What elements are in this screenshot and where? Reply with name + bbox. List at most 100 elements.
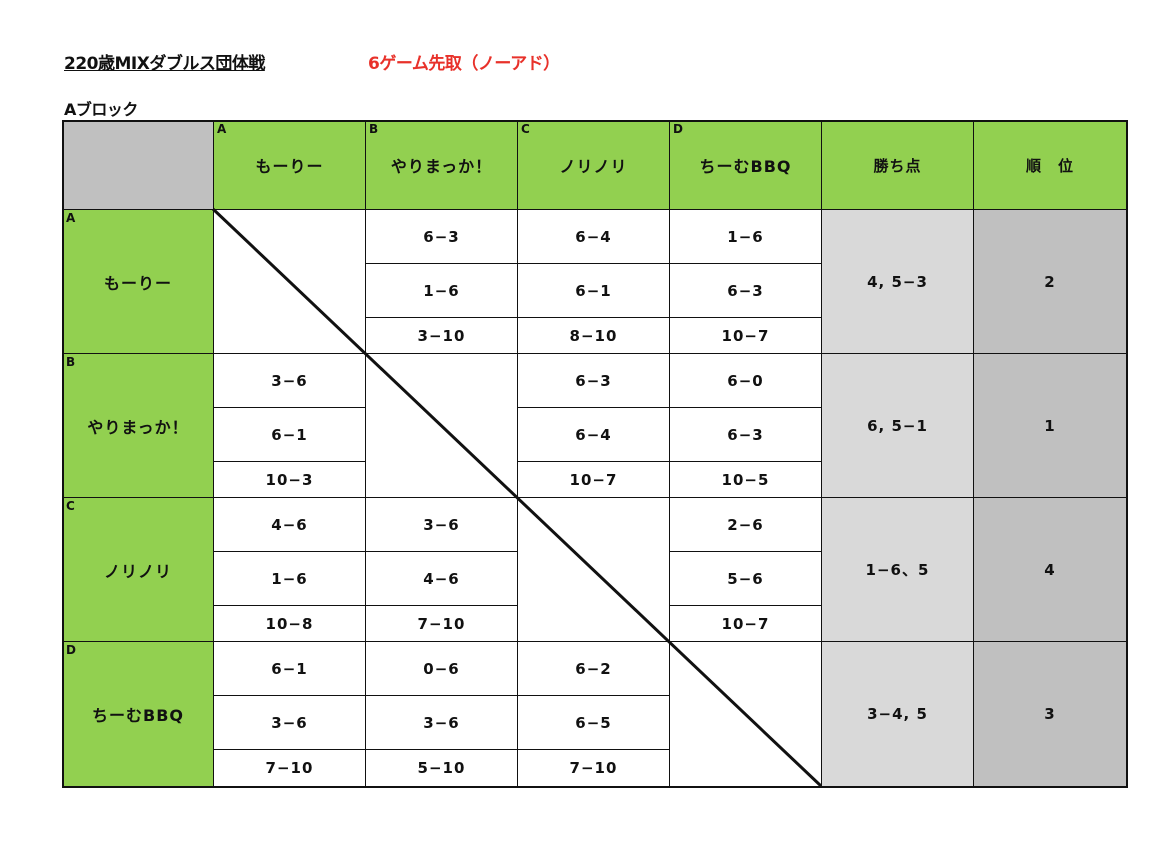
score-cell-text: 6−1 (575, 281, 612, 300)
score-cell: 3−6 (365, 695, 518, 750)
score-cell-text: 1−6 (423, 281, 460, 300)
score-cell-text: 10−3 (265, 470, 314, 489)
score-cell-text: 0−6 (423, 659, 460, 678)
score-cell: 1−6 (213, 551, 366, 606)
column-header-points: 勝ち点 (821, 120, 974, 210)
score-cell: 5−6 (669, 551, 822, 606)
row-header-team-text: ちーむBBQ (92, 706, 184, 725)
score-cell-text: 6−3 (575, 371, 612, 390)
score-cell-text: 2−6 (727, 515, 764, 534)
row-header-team: ノリノリ C (62, 497, 214, 642)
score-cell-text: 1−6 (271, 569, 308, 588)
team-letter: D (66, 643, 77, 657)
row-header-team-text: もーりー (103, 273, 172, 293)
score-cell: 10−7 (669, 317, 822, 354)
column-header-team-text: やりまっか！ (390, 157, 493, 176)
score-cell-text: 10−7 (569, 470, 618, 489)
score-cell-text: 3−6 (271, 713, 308, 732)
score-cell-text: 10−7 (721, 614, 770, 633)
score-cell: 7−10 (213, 749, 366, 787)
score-cell-text: 4−6 (423, 569, 460, 588)
score-cell-text: 8−10 (569, 326, 618, 345)
team-letter: A (217, 122, 228, 136)
points-cell: 6, 5−1 (821, 353, 974, 498)
score-cell-text: 6−0 (727, 371, 764, 390)
score-cell: 10−3 (213, 461, 366, 498)
score-cell: 7−10 (365, 605, 518, 642)
team-letter: B (369, 122, 380, 136)
team-letter: C (66, 499, 76, 513)
score-cell-text: 5−10 (417, 759, 466, 777)
rank-cell: 1 (973, 353, 1127, 498)
points-cell-text: 6, 5−1 (867, 416, 928, 435)
block-label: Aブロック (64, 100, 138, 119)
corner-cell (62, 120, 214, 210)
score-cell: 6−5 (517, 695, 670, 750)
column-header-points-text: 勝ち点 (873, 156, 922, 175)
team-letter: B (66, 355, 77, 369)
score-cell-text: 6−2 (575, 659, 612, 678)
points-cell-text: 4, 5−3 (867, 272, 928, 291)
match-rule: 6ゲーム先取（ノーアド） (368, 54, 560, 74)
column-header-rank-text: 順 位 (1025, 156, 1074, 175)
points-cell: 4, 5−3 (821, 209, 974, 354)
points-cell-text: 3−4, 5 (867, 705, 928, 723)
score-cell: 6−1 (517, 263, 670, 318)
score-cell: 10−7 (517, 461, 670, 498)
rank-cell: 2 (973, 209, 1127, 354)
score-cell-text: 10−7 (721, 326, 770, 345)
score-cell: 6−0 (669, 353, 822, 408)
score-cell-text: 6−3 (727, 425, 764, 444)
score-cell-text: 6−5 (575, 713, 612, 732)
self-match-cell (213, 209, 366, 354)
row-header-team-text: やりまっか！ (87, 417, 189, 437)
points-cell: 1−6、5 (821, 497, 974, 642)
page-title: 220歳MIXダブルス団体戦 (64, 54, 265, 74)
score-cell: 1−6 (669, 209, 822, 264)
rank-cell: 4 (973, 497, 1127, 642)
score-cell: 3−6 (365, 497, 518, 552)
score-cell: 2−6 (669, 497, 822, 552)
rank-cell-text: 1 (1044, 416, 1056, 435)
score-cell-text: 5−6 (727, 569, 764, 588)
column-header-team-text: ちーむBBQ (699, 157, 792, 176)
column-header-team: ちーむBBQ D (669, 120, 822, 210)
points-cell-text: 1−6、5 (865, 561, 930, 579)
score-cell-text: 10−5 (721, 470, 770, 489)
score-cell-text: 4−6 (271, 515, 308, 534)
score-cell-text: 3−6 (271, 371, 308, 390)
score-cell: 6−1 (213, 641, 366, 696)
rank-cell-text: 3 (1044, 705, 1056, 723)
score-cell: 6−3 (517, 353, 670, 408)
row-header-team: もーりー A (62, 209, 214, 354)
column-header-team: もーりー A (213, 120, 366, 210)
score-cell-text: 6−1 (271, 659, 308, 678)
score-cell-text: 1−6 (727, 227, 764, 246)
score-cell: 10−7 (669, 605, 822, 642)
column-header-team: ノリノリ C (517, 120, 670, 210)
row-header-team: ちーむBBQ D (62, 641, 214, 787)
column-header-rank: 順 位 (973, 120, 1127, 210)
score-cell-text: 6−3 (727, 281, 764, 300)
score-cell-text: 3−6 (423, 713, 460, 732)
rank-cell-text: 4 (1044, 560, 1056, 579)
row-header-team-text: ノリノリ (103, 561, 172, 581)
score-cell-text: 7−10 (569, 759, 618, 777)
column-header-team: やりまっか！ B (365, 120, 518, 210)
score-cell-text: 10−8 (265, 614, 314, 633)
column-header-team-text: ノリノリ (559, 157, 628, 176)
team-letter: C (521, 122, 531, 136)
score-cell-text: 6−3 (423, 227, 460, 246)
score-cell: 6−3 (365, 209, 518, 264)
points-cell: 3−4, 5 (821, 641, 974, 787)
score-cell: 10−5 (669, 461, 822, 498)
score-cell: 3−10 (365, 317, 518, 354)
score-cell: 6−4 (517, 407, 670, 462)
score-cell-text: 7−10 (417, 614, 466, 633)
score-cell-text: 6−4 (575, 227, 612, 246)
score-cell: 7−10 (517, 749, 670, 787)
score-cell-text: 6−4 (575, 425, 612, 444)
column-header-team-text: もーりー (255, 157, 324, 176)
score-cell: 8−10 (517, 317, 670, 354)
score-cell-text: 3−10 (417, 326, 466, 345)
